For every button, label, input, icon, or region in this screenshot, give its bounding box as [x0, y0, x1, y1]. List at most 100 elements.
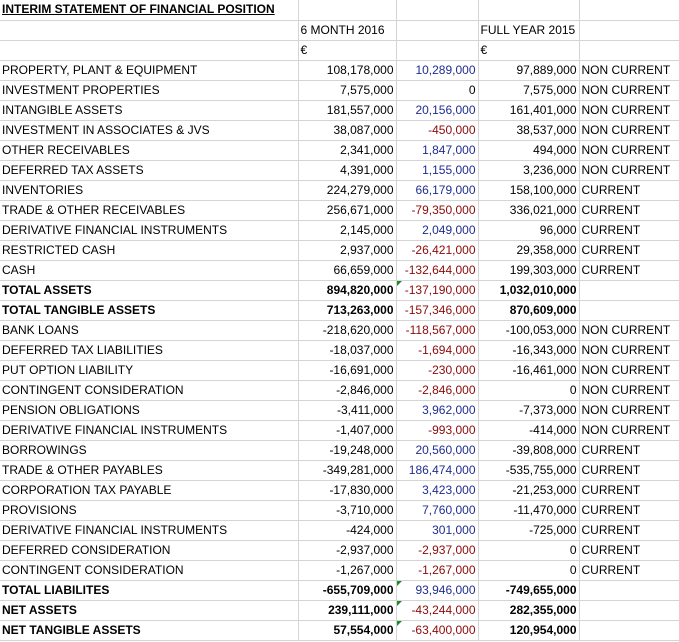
- classification-cell[interactable]: [579, 620, 679, 641]
- row-label[interactable]: INVESTMENT IN ASSOCIATES & JVS: [0, 120, 299, 141]
- value-2015-cell[interactable]: 199,303,000: [478, 260, 580, 281]
- value-2015-cell[interactable]: 96,000: [478, 220, 580, 241]
- value-2015-cell[interactable]: 161,401,000: [478, 100, 580, 121]
- row-label[interactable]: NET ASSETS: [0, 600, 299, 621]
- value-2016-cell[interactable]: 57,554,000: [298, 620, 397, 641]
- change-cell[interactable]: -157,346,000: [396, 300, 479, 321]
- value-2015-cell[interactable]: 7,575,000: [478, 80, 580, 101]
- value-2015-cell[interactable]: 494,000: [478, 140, 580, 161]
- classification-cell[interactable]: CURRENT: [579, 440, 679, 461]
- value-2016-cell[interactable]: -16,691,000: [298, 360, 397, 381]
- value-2016-cell[interactable]: 894,820,000: [298, 280, 397, 301]
- empty-cell[interactable]: [396, 40, 479, 61]
- classification-cell[interactable]: [579, 580, 679, 601]
- classification-cell[interactable]: CURRENT: [579, 260, 679, 281]
- value-2016-cell[interactable]: 108,178,000: [298, 60, 397, 81]
- row-label[interactable]: TOTAL LIABILITES: [0, 580, 299, 601]
- classification-cell[interactable]: NON CURRENT: [579, 60, 679, 81]
- change-cell[interactable]: -63,400,000: [396, 620, 479, 641]
- classification-cell[interactable]: NON CURRENT: [579, 340, 679, 361]
- value-2016-cell[interactable]: 239,111,000: [298, 600, 397, 621]
- change-cell[interactable]: 66,179,000: [396, 180, 479, 201]
- row-label[interactable]: DERIVATIVE FINANCIAL INSTRUMENTS: [0, 220, 299, 241]
- value-2015-cell[interactable]: 282,355,000: [478, 600, 580, 621]
- empty-cell[interactable]: [0, 20, 299, 41]
- value-2016-cell[interactable]: -3,411,000: [298, 400, 397, 421]
- classification-cell[interactable]: [579, 300, 679, 321]
- classification-cell[interactable]: CURRENT: [579, 560, 679, 581]
- value-2016-cell[interactable]: 224,279,000: [298, 180, 397, 201]
- value-2015-cell[interactable]: 336,021,000: [478, 200, 580, 221]
- sheet-title[interactable]: INTERIM STATEMENT OF FINANCIAL POSITION: [0, 0, 299, 21]
- classification-cell[interactable]: NON CURRENT: [579, 100, 679, 121]
- row-label[interactable]: PROPERTY, PLANT & EQUIPMENT: [0, 60, 299, 81]
- value-2016-cell[interactable]: 256,671,000: [298, 200, 397, 221]
- row-label[interactable]: BANK LOANS: [0, 320, 299, 341]
- empty-cell[interactable]: [579, 40, 679, 61]
- classification-cell[interactable]: NON CURRENT: [579, 160, 679, 181]
- value-2016-cell[interactable]: 181,557,000: [298, 100, 397, 121]
- value-2016-cell[interactable]: 66,659,000: [298, 260, 397, 281]
- classification-cell[interactable]: NON CURRENT: [579, 80, 679, 101]
- row-label[interactable]: INVENTORIES: [0, 180, 299, 201]
- change-cell[interactable]: 7,760,000: [396, 500, 479, 521]
- change-cell[interactable]: 20,560,000: [396, 440, 479, 461]
- row-label[interactable]: CASH: [0, 260, 299, 281]
- row-label[interactable]: PROVISIONS: [0, 500, 299, 521]
- row-label[interactable]: BORROWINGS: [0, 440, 299, 461]
- change-cell[interactable]: 10,289,000: [396, 60, 479, 81]
- value-2015-cell[interactable]: 97,889,000: [478, 60, 580, 81]
- classification-cell[interactable]: CURRENT: [579, 240, 679, 261]
- classification-cell[interactable]: NON CURRENT: [579, 400, 679, 421]
- value-2016-cell[interactable]: -18,037,000: [298, 340, 397, 361]
- row-label[interactable]: CONTINGENT CONSIDERATION: [0, 560, 299, 581]
- value-2015-cell[interactable]: 3,236,000: [478, 160, 580, 181]
- value-2015-cell[interactable]: -21,253,000: [478, 480, 580, 501]
- change-cell[interactable]: -137,190,000: [396, 280, 479, 301]
- classification-cell[interactable]: NON CURRENT: [579, 120, 679, 141]
- value-2015-cell[interactable]: 120,954,000: [478, 620, 580, 641]
- classification-cell[interactable]: CURRENT: [579, 520, 679, 541]
- change-cell[interactable]: 93,946,000: [396, 580, 479, 601]
- row-label[interactable]: NET TANGIBLE ASSETS: [0, 620, 299, 641]
- empty-cell[interactable]: [478, 0, 580, 21]
- classification-cell[interactable]: NON CURRENT: [579, 320, 679, 341]
- value-2015-cell[interactable]: 0: [478, 540, 580, 561]
- classification-cell[interactable]: NON CURRENT: [579, 360, 679, 381]
- value-2016-cell[interactable]: 2,341,000: [298, 140, 397, 161]
- value-2016-cell[interactable]: 2,937,000: [298, 240, 397, 261]
- change-cell[interactable]: 2,049,000: [396, 220, 479, 241]
- value-2016-cell[interactable]: 7,575,000: [298, 80, 397, 101]
- value-2015-cell[interactable]: -749,655,000: [478, 580, 580, 601]
- change-cell[interactable]: 20,156,000: [396, 100, 479, 121]
- empty-cell[interactable]: [579, 20, 679, 41]
- empty-cell[interactable]: [298, 0, 397, 21]
- change-cell[interactable]: -43,244,000: [396, 600, 479, 621]
- value-2015-cell[interactable]: -11,470,000: [478, 500, 580, 521]
- change-cell[interactable]: -450,000: [396, 120, 479, 141]
- row-label[interactable]: CONTINGENT CONSIDERATION: [0, 380, 299, 401]
- value-2016-cell[interactable]: -1,407,000: [298, 420, 397, 441]
- change-cell[interactable]: 1,155,000: [396, 160, 479, 181]
- change-cell[interactable]: 3,962,000: [396, 400, 479, 421]
- value-2016-cell[interactable]: 2,145,000: [298, 220, 397, 241]
- value-2016-cell[interactable]: -655,709,000: [298, 580, 397, 601]
- value-2016-cell[interactable]: -424,000: [298, 520, 397, 541]
- change-cell[interactable]: -1,694,000: [396, 340, 479, 361]
- change-cell[interactable]: -2,937,000: [396, 540, 479, 561]
- period-2015-header[interactable]: FULL YEAR 2015: [478, 20, 580, 41]
- change-cell[interactable]: 0: [396, 80, 479, 101]
- change-cell[interactable]: -79,350,000: [396, 200, 479, 221]
- empty-cell[interactable]: [0, 40, 299, 61]
- value-2016-cell[interactable]: 38,087,000: [298, 120, 397, 141]
- change-cell[interactable]: 301,000: [396, 520, 479, 541]
- row-label[interactable]: DEFERRED CONSIDERATION: [0, 540, 299, 561]
- value-2015-cell[interactable]: -16,343,000: [478, 340, 580, 361]
- value-2015-cell[interactable]: -7,373,000: [478, 400, 580, 421]
- value-2015-cell[interactable]: 0: [478, 560, 580, 581]
- value-2016-cell[interactable]: -218,620,000: [298, 320, 397, 341]
- row-label[interactable]: TOTAL ASSETS: [0, 280, 299, 301]
- value-2015-cell[interactable]: 0: [478, 380, 580, 401]
- value-2016-cell[interactable]: -19,248,000: [298, 440, 397, 461]
- change-cell[interactable]: -132,644,000: [396, 260, 479, 281]
